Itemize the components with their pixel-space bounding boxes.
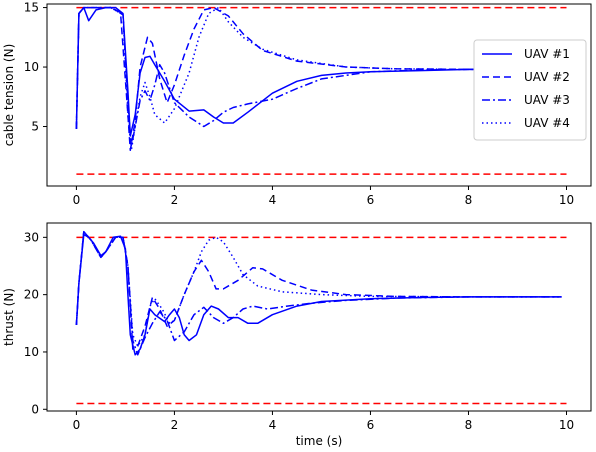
y-tick-label: 5 [31, 120, 39, 134]
legend-label-uav-3: UAV #3 [524, 93, 570, 107]
plot-frame [46, 3, 592, 187]
x-tick-label: 2 [171, 418, 179, 432]
series-line-uav-3 [75, 230, 562, 356]
y-tick-label: 10 [24, 60, 39, 74]
y-tick-label: 10 [24, 345, 39, 359]
y-tick-label: 15 [24, 1, 39, 15]
x-tick-label: 10 [559, 418, 574, 432]
series-line-uav-1 [75, 6, 518, 137]
cable-tension-panel: 0 2 4 6 8 10 5 10 15 cable tension (N) UAV #1 UAV #… [2, 1, 592, 207]
legend-label-uav-1: UAV #1 [524, 47, 570, 61]
y-axis-label: cable tension (N) [2, 44, 16, 146]
x-tick-label: 2 [171, 193, 179, 207]
series-line-uav-4 [75, 230, 562, 347]
legend-label-uav-2: UAV #2 [524, 70, 570, 84]
x-tick-label: 4 [269, 418, 277, 432]
y-tick-label: 0 [31, 402, 39, 416]
x-tick-label: 8 [465, 418, 473, 432]
x-tick-label: 8 [465, 193, 473, 207]
plot-frame [46, 222, 592, 412]
x-tick-label: 10 [559, 193, 574, 207]
x-tick-label: 0 [73, 193, 81, 207]
thrust-panel: 0 2 4 6 8 10 0 10 20 30 thrust (N) time (s) [2, 222, 592, 448]
x-tick-label: 4 [269, 193, 277, 207]
y-axis-label: thrust (N) [2, 288, 16, 346]
series-line-uav-4 [75, 6, 518, 152]
x-tick-label: 6 [367, 418, 375, 432]
y-tick-label: 20 [24, 288, 39, 302]
x-tick-label: 6 [367, 193, 375, 207]
series-line-uav-2 [75, 6, 518, 152]
series-line-uav-3 [75, 6, 518, 148]
x-axis-label: time (s) [296, 434, 343, 448]
x-tick-label: 0 [73, 418, 81, 432]
series-line-uav-2 [75, 230, 562, 350]
legend-box [473, 39, 587, 141]
legend-label-uav-4: UAV #4 [524, 116, 570, 130]
y-tick-label: 30 [24, 230, 39, 244]
